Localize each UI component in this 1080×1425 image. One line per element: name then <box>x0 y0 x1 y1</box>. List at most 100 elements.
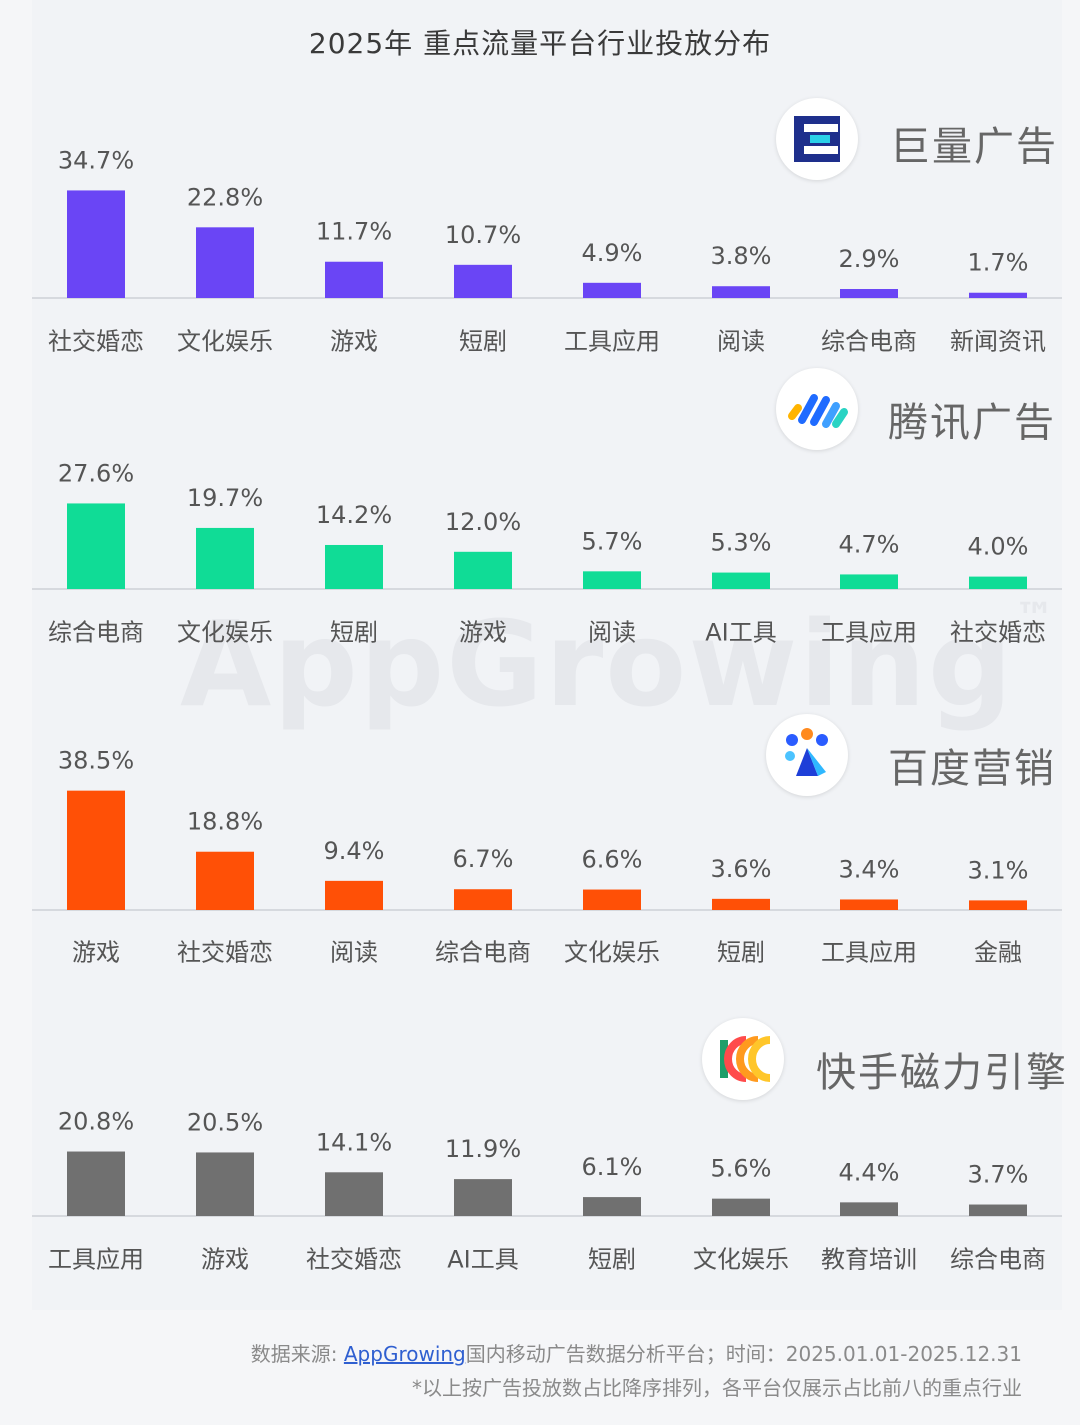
bar-value-label: 4.0% <box>968 533 1029 561</box>
chart-panel <box>32 0 1062 1310</box>
source-prefix: 数据来源: <box>250 1342 344 1366</box>
bar <box>454 264 512 298</box>
bar <box>325 880 383 910</box>
category-label: 综合电商 <box>435 939 531 967</box>
category-label: 游戏 <box>72 939 120 967</box>
category-label: 工具应用 <box>48 1246 144 1274</box>
category-label: 综合电商 <box>950 1246 1046 1274</box>
category-label: 教育培训 <box>821 1246 917 1274</box>
bar <box>454 889 512 910</box>
bar <box>454 551 512 589</box>
bar-value-label: 38.5% <box>58 747 134 775</box>
category-label: 社交婚恋 <box>48 328 144 356</box>
category-label: 社交婚恋 <box>177 939 273 967</box>
bar <box>196 527 254 589</box>
bar <box>840 289 898 298</box>
platform-name-juliang: 巨量广告 <box>890 124 1058 170</box>
category-label: 文化娱乐 <box>564 939 660 967</box>
bar <box>325 261 383 298</box>
data-source-line: 数据来源: AppGrowing国内移动广告数据分析平台；时间：2025.01.… <box>251 1338 1022 1367</box>
bar-value-label: 10.7% <box>445 221 521 249</box>
baidu-marketing-logo-icon <box>766 714 848 796</box>
bar <box>583 282 641 298</box>
bar <box>712 1198 770 1216</box>
bar-value-label: 14.1% <box>316 1128 392 1156</box>
category-label: AI工具 <box>447 1246 519 1274</box>
bar-value-label: 4.9% <box>582 239 643 267</box>
category-label: 文化娱乐 <box>693 1246 789 1274</box>
source-suffix: 国内移动广告数据分析平台；时间：2025.01.01-2025.12.31 <box>465 1342 1022 1366</box>
bar <box>840 574 898 589</box>
bar <box>969 576 1027 589</box>
juliang-logo-icon <box>776 98 858 180</box>
bar-value-label: 9.4% <box>324 837 385 865</box>
bar-value-label: 11.7% <box>316 218 392 246</box>
bar <box>67 503 125 589</box>
category-label: 游戏 <box>201 1246 249 1274</box>
bar <box>583 571 641 589</box>
category-label: 社交婚恋 <box>950 619 1046 647</box>
bar-value-label: 3.1% <box>968 856 1029 884</box>
bar-value-label: 6.7% <box>453 845 514 873</box>
bar-value-label: 5.3% <box>711 529 772 557</box>
bar-value-label: 34.7% <box>58 146 134 174</box>
bar <box>67 1151 125 1216</box>
bar-value-label: 3.4% <box>839 855 900 883</box>
category-label: 综合电商 <box>48 619 144 647</box>
category-label: 阅读 <box>588 619 636 647</box>
bar <box>969 292 1027 298</box>
category-label: 文化娱乐 <box>177 328 273 356</box>
category-label: 社交婚恋 <box>306 1246 402 1274</box>
category-label: 阅读 <box>330 939 378 967</box>
category-label: 文化娱乐 <box>177 619 273 647</box>
bar <box>196 227 254 298</box>
category-label: 工具应用 <box>821 939 917 967</box>
bar-value-label: 3.6% <box>711 855 772 883</box>
bar-value-label: 22.8% <box>187 183 263 211</box>
tencent-ads-logo-icon <box>776 368 858 450</box>
category-label: 短剧 <box>459 328 507 356</box>
bar <box>969 1204 1027 1216</box>
bar-value-label: 3.8% <box>711 242 772 270</box>
bar <box>325 544 383 589</box>
platform-name-baidu: 百度营销 <box>888 746 1056 792</box>
bar-value-label: 18.8% <box>187 808 263 836</box>
bar <box>67 190 125 298</box>
ranking-note: *以上按广告投放数占比降序排列，各平台仅展示占比前八的重点行业 <box>412 1376 1022 1400</box>
category-label: 短剧 <box>717 939 765 967</box>
category-label: 金融 <box>974 939 1022 967</box>
bar <box>67 790 125 910</box>
bar <box>840 899 898 910</box>
category-label: 新闻资讯 <box>950 328 1046 356</box>
category-label: 工具应用 <box>564 328 660 356</box>
bar <box>969 900 1027 910</box>
bar <box>712 898 770 910</box>
bar <box>454 1179 512 1216</box>
watermark-text: AppGrowing <box>180 595 1015 733</box>
bar-value-label: 2.9% <box>839 245 900 273</box>
category-label: 游戏 <box>459 619 507 647</box>
category-label: 工具应用 <box>821 619 917 647</box>
bar <box>196 1152 254 1216</box>
bar-value-label: 4.4% <box>839 1158 900 1186</box>
bar <box>583 1197 641 1216</box>
category-label: 短剧 <box>588 1246 636 1274</box>
bar-value-label: 14.2% <box>316 501 392 529</box>
bar <box>583 889 641 910</box>
watermark: AppGrowing™ <box>180 595 1057 733</box>
bar-value-label: 1.7% <box>968 249 1029 277</box>
bar-value-label: 19.7% <box>187 484 263 512</box>
bar <box>712 286 770 298</box>
category-label: 阅读 <box>717 328 765 356</box>
category-label: 游戏 <box>330 328 378 356</box>
bar <box>712 572 770 589</box>
bar-value-label: 3.7% <box>968 1161 1029 1189</box>
platform-name-tencent: 腾讯广告 <box>888 400 1056 446</box>
source-link[interactable]: AppGrowing <box>343 1342 466 1366</box>
bar-value-label: 6.1% <box>582 1153 643 1181</box>
page-title: 2025年 重点流量平台行业投放分布 <box>308 27 772 60</box>
bar-value-label: 20.8% <box>58 1108 134 1136</box>
bar-value-label: 11.9% <box>445 1135 521 1163</box>
bar <box>325 1172 383 1216</box>
